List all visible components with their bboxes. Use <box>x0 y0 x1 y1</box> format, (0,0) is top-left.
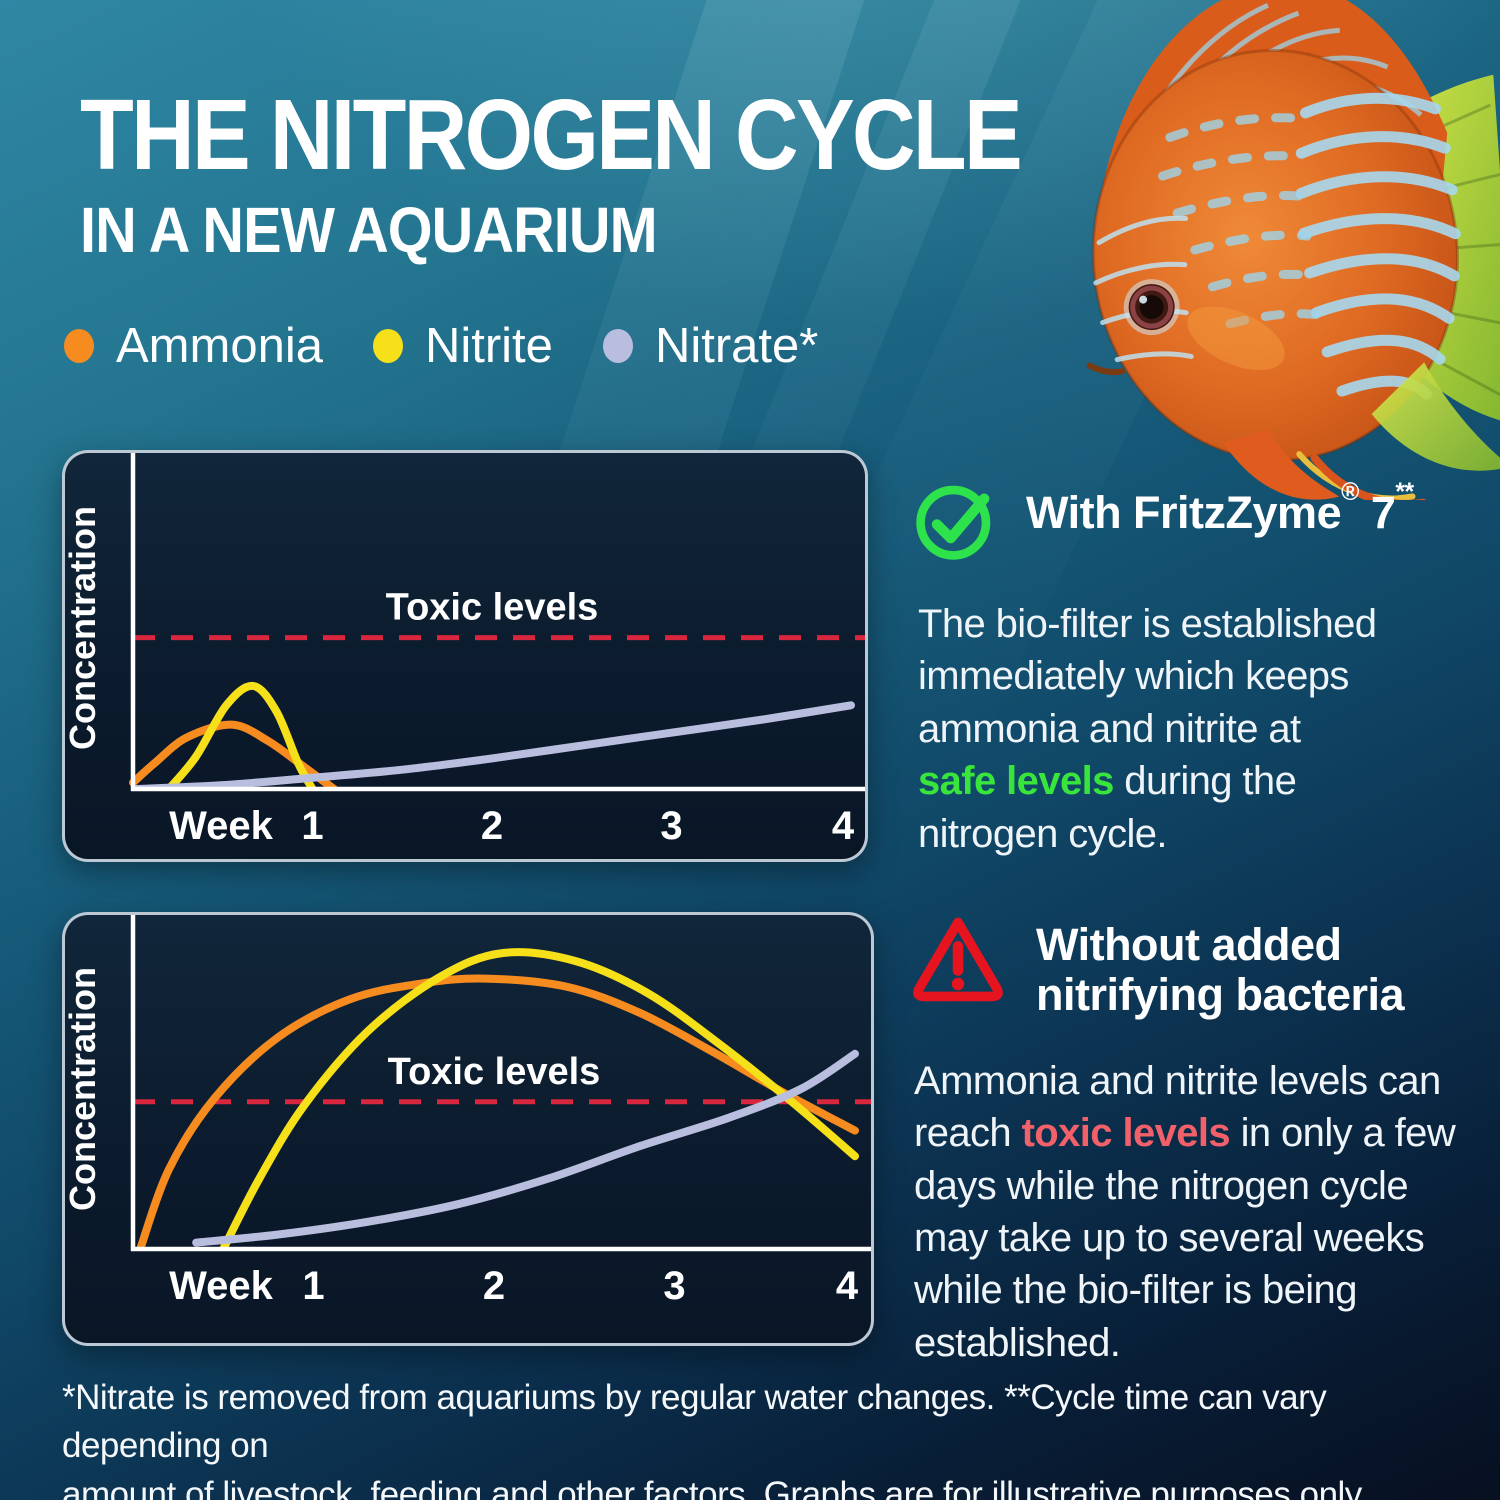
with-fritzzyme-text: The bio-filter is established immediatel… <box>918 602 1377 856</box>
with-fritzzyme-heading: With FritzZyme® 7** <box>1026 478 1414 538</box>
legend-item-nitrate: Nitrate* <box>602 318 819 374</box>
ammonia-color-dot <box>64 329 94 363</box>
with-fritzzyme-header: With FritzZyme® 7** <box>912 478 1487 564</box>
svg-text:Concentration: Concentration <box>65 967 103 1211</box>
legend-label: Ammonia <box>116 319 323 373</box>
without-bacteria-header: Without added nitrifying bacteria <box>908 910 1483 1021</box>
without-bacteria-section: Without added nitrifying bacteria Ammoni… <box>908 910 1483 1369</box>
header: THE NITROGEN CYCLE IN A NEW AQUARIUM <box>80 84 1148 262</box>
svg-text:1: 1 <box>302 1264 324 1308</box>
chart-without-bacteria: Toxic levels Concentration Week 1 2 3 4 <box>65 915 871 1308</box>
legend-label: Nitrite <box>424 319 553 373</box>
page-subtitle: IN A NEW AQUARIUM <box>80 194 658 266</box>
without-bacteria-heading: Without added nitrifying bacteria <box>1036 919 1405 1021</box>
legend-item-ammonia: Ammonia <box>64 318 323 374</box>
svg-text:Concentration: Concentration <box>65 506 103 750</box>
svg-text:4: 4 <box>832 804 855 848</box>
chart-panel-without-bacteria: Toxic levels Concentration Week 1 2 3 4 <box>62 912 874 1346</box>
svg-text:2: 2 <box>481 804 503 848</box>
with-fritzzyme-section: With FritzZyme® 7** The bio-filter is es… <box>912 478 1487 860</box>
page-title: THE NITROGEN CYCLE <box>80 79 1023 191</box>
chart-legend: Ammonia Nitrite Nitrate* <box>64 318 818 374</box>
check-circle-icon <box>916 485 991 560</box>
warning-triangle-icon <box>913 917 1003 1002</box>
without-bacteria-text: Ammonia and nitrite levels can reach tox… <box>914 1058 1456 1365</box>
chart-with-fritzzyme: Toxic levels Concentration Week 1 2 3 4 <box>65 453 865 848</box>
legend-item-nitrite: Nitrite <box>372 318 553 374</box>
footnote: *Nitrate is removed from aquariums by re… <box>62 1374 1472 1500</box>
svg-text:3: 3 <box>660 804 682 848</box>
svg-text:2: 2 <box>483 1264 505 1308</box>
svg-text:Week: Week <box>169 804 274 848</box>
legend-label: Nitrate* <box>654 319 819 373</box>
chart-panel-with-fritzzyme: Toxic levels Concentration Week 1 2 3 4 <box>62 450 868 862</box>
svg-text:Toxic levels: Toxic levels <box>388 1051 601 1093</box>
footnote-line2: amount of livestock, feeding and other f… <box>62 1474 1369 1500</box>
svg-text:Week: Week <box>169 1264 274 1308</box>
nitrate-color-dot <box>602 329 633 363</box>
svg-text:3: 3 <box>663 1264 685 1308</box>
svg-text:1: 1 <box>301 804 323 848</box>
footnote-line1: *Nitrate is removed from aquariums by re… <box>62 1378 1327 1466</box>
svg-text:Toxic levels: Toxic levels <box>386 587 599 629</box>
discus-fish-image <box>1086 0 1500 500</box>
nitrite-color-dot <box>372 329 403 363</box>
svg-text:4: 4 <box>836 1264 859 1308</box>
